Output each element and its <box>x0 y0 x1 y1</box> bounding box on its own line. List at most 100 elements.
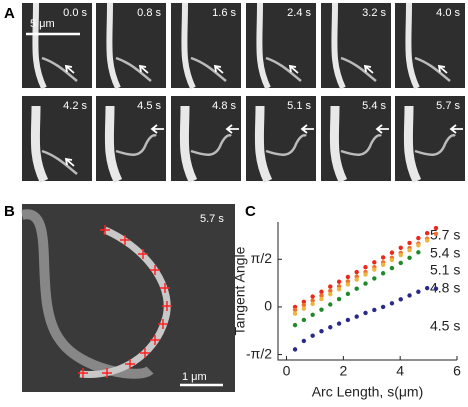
cell-body <box>329 105 348 183</box>
cell-body <box>254 105 273 183</box>
point <box>354 277 359 282</box>
flagellum <box>414 134 456 156</box>
scale-label: 5 μm <box>30 18 55 30</box>
arrow <box>375 124 389 134</box>
point <box>345 274 351 280</box>
point <box>389 257 395 263</box>
time-label: 5.7 s <box>436 100 460 112</box>
point <box>389 301 395 306</box>
x-tick-label: 4 <box>396 363 404 379</box>
x-tick-label: 2 <box>339 363 347 379</box>
point <box>336 287 342 292</box>
point <box>407 293 412 298</box>
point <box>292 304 298 310</box>
arrow <box>225 124 239 134</box>
point <box>398 260 403 266</box>
point <box>319 293 324 298</box>
point <box>292 311 298 316</box>
time-label: 1.6 s <box>212 7 236 19</box>
x-tick-label: 0 <box>283 363 291 379</box>
point <box>328 302 333 307</box>
point <box>354 269 359 275</box>
point <box>407 248 412 253</box>
point <box>416 289 421 294</box>
micrograph <box>22 204 235 392</box>
y-tick-label: -π/2 <box>246 345 272 361</box>
legend-label: 4.8 s <box>430 280 460 296</box>
point <box>380 271 386 276</box>
time-label: 2.4 s <box>287 7 311 19</box>
legend-label: 4.5 s <box>430 318 460 334</box>
time-label: 5.1 s <box>287 100 311 112</box>
cell-body <box>403 105 422 183</box>
cell-body <box>179 105 198 183</box>
flagellum <box>41 56 78 82</box>
time-label: 4.5 s <box>137 100 161 112</box>
flagellum <box>414 56 451 82</box>
point <box>310 312 315 318</box>
flagellum <box>265 134 307 156</box>
arrow <box>288 64 299 74</box>
point <box>389 265 395 271</box>
point <box>345 317 351 323</box>
point <box>301 306 307 311</box>
point <box>424 285 430 291</box>
point <box>328 284 333 289</box>
arrow <box>64 64 75 74</box>
flagellum <box>340 56 377 82</box>
point <box>354 286 359 291</box>
point <box>336 284 342 289</box>
point <box>372 307 377 313</box>
point <box>345 279 351 284</box>
point <box>292 322 298 328</box>
point <box>416 235 421 241</box>
flagellum <box>115 134 157 156</box>
point <box>398 252 403 258</box>
point <box>336 321 342 326</box>
time-label: 0.8 s <box>137 7 161 19</box>
point <box>354 274 359 279</box>
point <box>319 328 324 334</box>
arrow <box>213 64 224 74</box>
point <box>380 262 386 267</box>
flagellum <box>265 56 302 82</box>
time-label: 4.2 s <box>63 100 87 112</box>
time-label: 5.7 s <box>200 213 224 225</box>
cell-body <box>32 2 47 90</box>
point <box>292 307 298 313</box>
point <box>424 238 430 243</box>
point <box>433 225 439 231</box>
flagellum <box>79 226 171 378</box>
point <box>301 338 307 344</box>
point <box>354 314 359 319</box>
point <box>416 250 421 255</box>
arrow <box>437 64 448 74</box>
point <box>310 298 315 303</box>
point <box>301 302 307 308</box>
point <box>301 317 307 323</box>
point <box>363 264 368 270</box>
point <box>301 299 307 304</box>
panel-a: 0.0 s 0.8 s 1.6 s 2.4 s 3.2 s 4.0 s 4.2 s 4.5 s… <box>22 2 465 183</box>
point <box>372 276 377 281</box>
point <box>433 231 439 237</box>
point <box>407 255 412 260</box>
arrow <box>150 124 164 134</box>
point <box>398 245 403 250</box>
cell-body <box>104 105 123 183</box>
arrow <box>138 64 149 74</box>
point <box>310 333 315 338</box>
point <box>328 325 333 330</box>
point <box>363 310 368 316</box>
cell-body <box>256 2 271 90</box>
point <box>372 267 377 272</box>
point <box>328 288 333 294</box>
point <box>380 255 386 260</box>
point <box>345 282 351 287</box>
scale-label: 1 μm <box>182 371 207 383</box>
point <box>363 272 368 277</box>
cell-body <box>181 2 196 90</box>
point <box>363 281 368 286</box>
point <box>319 296 324 302</box>
point <box>319 307 324 312</box>
